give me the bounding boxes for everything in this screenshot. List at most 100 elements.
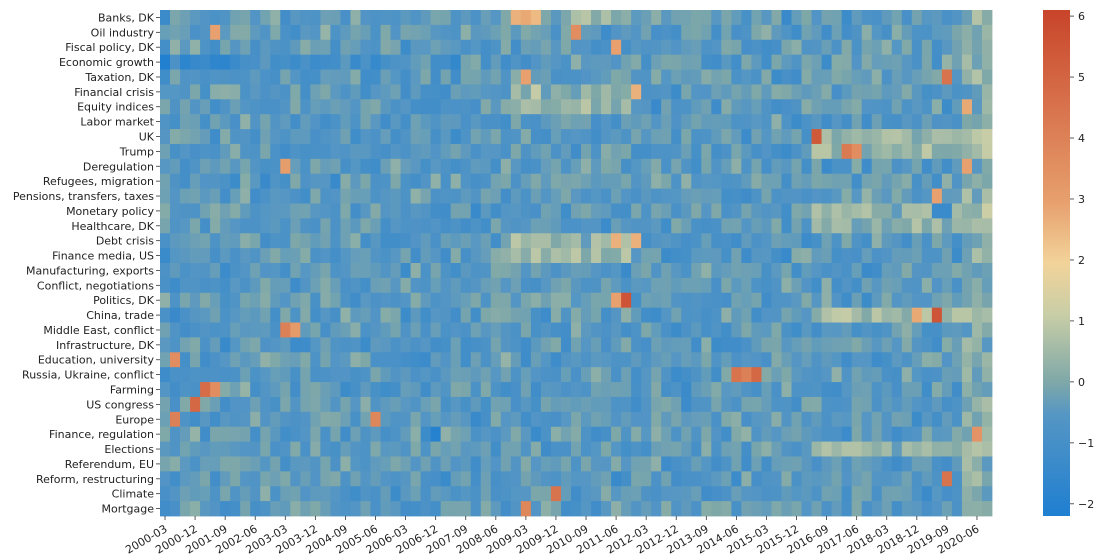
heatmap-cell	[260, 367, 271, 383]
heatmap-cell	[420, 486, 432, 502]
heatmap-cell	[440, 307, 452, 323]
heatmap-cell	[510, 54, 522, 70]
heatmap-cell	[230, 292, 241, 309]
heatmap-cell	[570, 382, 582, 398]
heatmap-cell	[300, 471, 311, 487]
heatmap-cell	[981, 24, 993, 41]
heatmap-cell	[591, 456, 602, 472]
heatmap-cell	[681, 188, 692, 204]
heatmap-cell	[370, 322, 381, 338]
heatmap-cell	[761, 158, 772, 175]
heatmap-cell	[420, 84, 432, 100]
heatmap-cell	[741, 411, 752, 428]
heatmap-cell	[741, 114, 752, 130]
heatmap-cell	[540, 426, 552, 442]
heatmap-cell	[480, 307, 492, 323]
heatmap-cell	[160, 352, 171, 368]
heatmap-cell	[440, 396, 452, 413]
heatmap-cell	[380, 263, 391, 279]
heatmap-cell	[871, 39, 883, 56]
heatmap-cell	[370, 39, 381, 56]
heatmap-cell	[961, 367, 973, 383]
heatmap-cell	[651, 307, 662, 323]
heatmap-cell	[601, 367, 612, 383]
heatmap-cell	[581, 382, 592, 398]
heatmap-cell	[410, 188, 422, 204]
heatmap-cell	[681, 54, 692, 70]
heatmap-cell	[921, 10, 933, 26]
heatmap-cell	[601, 382, 612, 398]
heatmap-cell	[410, 411, 422, 428]
heatmap-cell	[160, 263, 171, 279]
heatmap-cell	[761, 277, 772, 294]
heatmap-cell	[510, 277, 522, 294]
heatmap-cell	[270, 248, 281, 264]
heatmap-cell	[951, 69, 963, 85]
row-label: Financial crisis	[74, 86, 154, 99]
heatmap-cell	[250, 39, 261, 56]
heatmap-cell	[811, 173, 822, 189]
heatmap-cell	[711, 277, 722, 294]
heatmap-cell	[651, 367, 662, 383]
heatmap-cell	[470, 54, 482, 70]
heatmap-cell	[961, 114, 973, 130]
heatmap-cell	[550, 426, 562, 442]
heatmap-cell	[560, 501, 572, 517]
heatmap-cell	[540, 188, 552, 204]
heatmap-cell	[821, 84, 833, 100]
heatmap-cell	[801, 10, 812, 26]
heatmap-cell	[190, 39, 201, 56]
heatmap-cell	[310, 352, 321, 368]
heatmap-cell	[320, 233, 331, 249]
heatmap-cell	[280, 173, 291, 189]
heatmap-cell	[200, 99, 211, 115]
heatmap-cell	[270, 218, 281, 234]
heatmap-cell	[210, 114, 221, 130]
heatmap-cell	[530, 322, 542, 338]
heatmap-cell	[350, 486, 361, 502]
heatmap-cell	[681, 471, 692, 487]
heatmap-cell	[320, 411, 331, 428]
heatmap-cell	[270, 84, 281, 100]
heatmap-cell	[941, 233, 953, 249]
heatmap-cell	[240, 367, 251, 383]
heatmap-cell	[891, 248, 903, 264]
heatmap-cell	[871, 322, 883, 338]
heatmap-cell	[971, 24, 983, 41]
heatmap-cell	[370, 307, 381, 323]
heatmap-cell	[410, 69, 422, 85]
heatmap-cell	[210, 129, 221, 145]
heatmap-cell	[671, 307, 682, 323]
heatmap-cell	[661, 188, 672, 204]
heatmap-cell	[801, 396, 812, 413]
heatmap-cell	[310, 188, 321, 204]
heatmap-cell	[570, 203, 582, 219]
heatmap-cell	[230, 84, 241, 100]
heatmap-cell	[490, 158, 502, 175]
heatmap-cell	[781, 39, 792, 56]
heatmap-cell	[570, 441, 582, 457]
row-label: US congress	[86, 398, 154, 411]
heatmap-cell	[801, 129, 812, 145]
heatmap-cell	[470, 129, 482, 145]
heatmap-cell	[651, 248, 662, 264]
heatmap-cell	[601, 322, 612, 338]
heatmap-cell	[791, 367, 802, 383]
heatmap-cell	[460, 143, 472, 160]
heatmap-cell	[951, 10, 963, 26]
heatmap-cell	[861, 203, 873, 219]
heatmap-cell	[530, 411, 542, 428]
heatmap-cell	[440, 158, 452, 175]
heatmap-cell	[741, 39, 752, 56]
heatmap-cell	[751, 188, 762, 204]
heatmap-cell	[671, 84, 682, 100]
heatmap-cell	[220, 10, 231, 26]
heatmap-cell	[851, 218, 863, 234]
heatmap-cell	[731, 307, 742, 323]
heatmap-cell	[510, 322, 522, 338]
heatmap-cell	[671, 352, 682, 368]
heatmap-cell	[741, 352, 752, 368]
heatmap-cell	[570, 99, 582, 115]
heatmap-cell	[210, 69, 221, 85]
heatmap-cell	[310, 143, 321, 160]
